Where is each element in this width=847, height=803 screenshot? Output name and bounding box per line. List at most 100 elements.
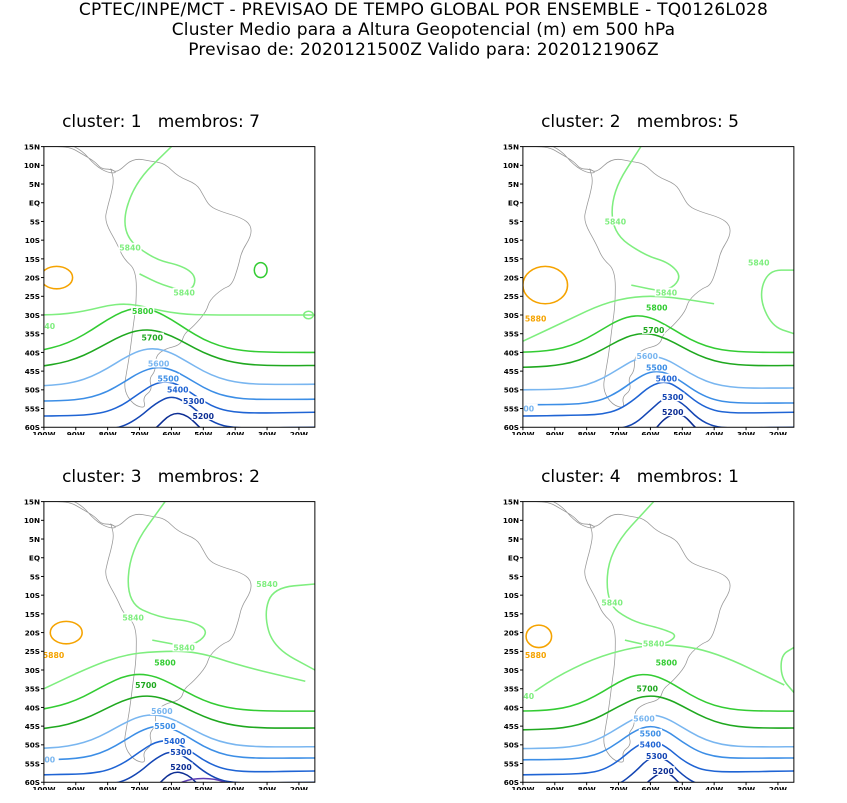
contour-label-bg	[654, 373, 678, 383]
lat-tick-label: 15S	[25, 255, 40, 264]
lat-tick-label: 35S	[25, 685, 40, 694]
contour-line-5840	[760, 269, 794, 335]
lon-tick-label: 30W	[737, 785, 755, 790]
contour-label: 5840	[122, 614, 144, 623]
contour-label-bg	[522, 403, 538, 413]
contour-label: 5700	[142, 333, 164, 342]
lon-tick-label: 30W	[258, 785, 276, 790]
lat-tick-label: 20S	[25, 628, 40, 637]
lon-tick-label: 20W	[769, 785, 787, 790]
lat-tick-label: 35S	[504, 685, 519, 694]
contour-line-5840	[265, 583, 315, 671]
lon-tick-label: 60W	[641, 430, 659, 435]
closed-contour	[522, 265, 569, 305]
lat-tick-label: 40S	[504, 348, 519, 357]
contour-line	[522, 673, 794, 712]
central-america-coast	[43, 501, 116, 529]
closed-contour	[253, 261, 268, 279]
lat-tick-label: EQ	[508, 199, 519, 208]
lon-tick-label: 50W	[673, 430, 691, 435]
lon-tick-label: 80W	[578, 430, 596, 435]
contour-line	[522, 355, 794, 391]
lon-tick-label: 100W	[511, 785, 534, 790]
map-frame	[43, 501, 316, 783]
lat-tick-label: 15S	[504, 255, 519, 264]
contour-label-bg	[153, 657, 177, 667]
lat-tick-label: 50S	[25, 386, 40, 395]
lon-tick-label: 100W	[511, 430, 534, 435]
contour-label-bg	[522, 691, 538, 701]
lat-tick-label: 60S	[504, 423, 519, 432]
central-america-coast	[43, 146, 116, 174]
lon-tick-label: 90W	[67, 430, 85, 435]
contour-label-bg	[661, 392, 685, 402]
contour-label-bg	[747, 257, 771, 267]
closed-contour	[525, 624, 553, 649]
contour-label: 5400	[640, 741, 662, 750]
geopotential-map: 5840 5840 840 5800 5700 5600 5500 5400 5300 5200 1…	[24, 143, 316, 435]
lon-tick-label: 70W	[130, 785, 148, 790]
contour-label: 5800	[656, 658, 678, 667]
lon-tick-label: 70W	[609, 785, 627, 790]
lat-tick-label: 10S	[25, 591, 40, 600]
lon-tick-label: 40W	[226, 785, 244, 790]
lat-tick-label: 15S	[504, 610, 519, 619]
lat-tick-label: 40S	[25, 703, 40, 712]
lat-tick-label: 15N	[24, 143, 40, 152]
contour-label: 5500	[154, 722, 176, 731]
contour-label-bg	[635, 683, 659, 693]
contour-label-bg	[641, 325, 666, 334]
lat-tick-label: 60S	[504, 778, 519, 787]
closed-contour	[43, 265, 74, 290]
contour-line	[43, 366, 315, 402]
lon-tick-label: 100W	[32, 785, 55, 790]
contour-label-bg	[661, 407, 685, 417]
contour-label: 5300	[170, 748, 192, 757]
contour-line	[646, 771, 680, 783]
lon-tick-label: 60W	[641, 785, 659, 790]
map-frame	[522, 501, 795, 783]
geopotential-map: 5840 5840 5840 5880 5800 5700 5600 5500 5400 5300…	[503, 143, 795, 435]
contour-label: 5400	[167, 386, 189, 395]
geopotential-map: 5840 5840 5880 5800 5700 5600 5500 5400 5300 5200…	[503, 498, 795, 790]
lat-tick-label: 5S	[509, 572, 519, 581]
contour-label: 5600	[636, 352, 658, 361]
lat-tick-label: EQ	[29, 554, 40, 563]
cluster-title: cluster: 4 membros: 1	[541, 467, 739, 487]
lon-tick-label: 40W	[705, 430, 723, 435]
lat-tick-label: 30S	[25, 666, 40, 675]
contour-line	[43, 329, 315, 367]
contour-label-bg	[134, 680, 158, 689]
contour-label-bg	[43, 754, 59, 764]
contour-label: 5840	[173, 288, 195, 297]
contour-label: 5600	[633, 715, 655, 724]
contour-line	[522, 381, 794, 417]
lat-tick-label: 15S	[25, 610, 40, 619]
lat-tick-label: 10S	[504, 236, 519, 245]
lon-tick-label: 20W	[290, 430, 308, 435]
contour-label: 5840	[656, 288, 678, 297]
central-america-coast	[522, 501, 595, 529]
lon-tick-label: 20W	[290, 785, 308, 790]
contour-label: 5880	[43, 651, 65, 660]
contour-label-bg	[600, 597, 624, 607]
contour-line	[43, 673, 315, 712]
contour-label: 5800	[154, 658, 176, 667]
contour-label: 5840	[605, 217, 627, 226]
contour-label-bg	[43, 321, 59, 331]
lat-tick-label: 5S	[30, 217, 40, 226]
contour-line	[522, 370, 794, 406]
lon-tick-label: 30W	[737, 430, 755, 435]
contour-label-bg	[150, 706, 174, 716]
coastline	[584, 513, 731, 763]
lat-tick-label: 10N	[503, 516, 519, 525]
lat-tick-label: 5S	[509, 217, 519, 226]
central-america-coast	[522, 146, 595, 174]
lat-tick-label: 30S	[25, 311, 40, 320]
contour-label-bg	[638, 728, 663, 738]
lat-tick-label: 5N	[508, 180, 519, 189]
contour-label: 840	[39, 322, 56, 331]
contour-label-bg	[166, 385, 190, 394]
contour-line-5840	[127, 501, 207, 646]
lat-tick-label: 30S	[504, 666, 519, 675]
